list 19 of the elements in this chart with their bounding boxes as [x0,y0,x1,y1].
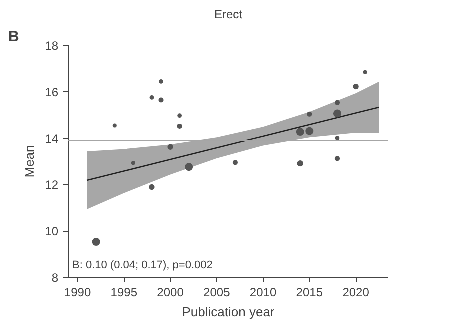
x-tick-label: 2015 [296,286,324,300]
x-tick-label: 2000 [157,286,184,300]
y-tick-label: 16 [45,85,59,100]
x-tick-label: 2020 [342,286,370,300]
text: B [8,28,20,46]
chart-title: Erect [214,8,244,22]
annotation: B: 0.10 (0.04; 0.17), p=0.002 [72,260,213,272]
x-tick-label: 1990 [64,286,92,300]
y-axis-title: Mean [22,145,38,178]
line-series [86,106,380,182]
x-tick-label: 2010 [250,286,277,300]
x-tick-label: 1995 [110,286,138,300]
y-tick-label: 14 [45,132,59,146]
y-tick-label: 10 [45,224,59,239]
x-tick-label: 2005 [204,286,231,300]
y-tick-label: 12 [45,178,59,192]
x-axis-title: Publication year [182,304,276,320]
y-tick-label: 18 [45,39,59,53]
y-tick-label: 8 [52,271,59,285]
